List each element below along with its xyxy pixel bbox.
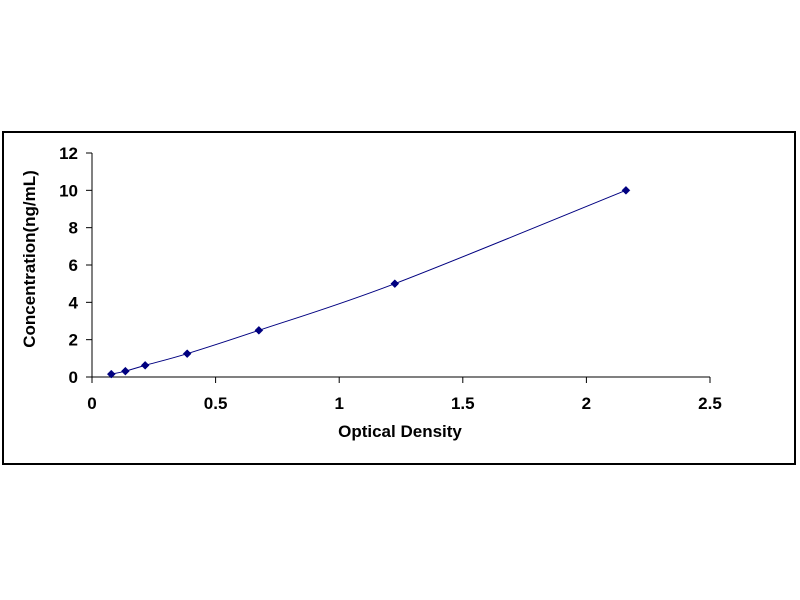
data-point <box>621 185 631 195</box>
x-tick-label: 1.5 <box>451 394 475 413</box>
x-tick-label: 0 <box>87 394 96 413</box>
y-tick-label: 8 <box>69 219 78 238</box>
data-point <box>182 349 192 359</box>
x-axis-title: Optical Density <box>338 422 462 441</box>
x-axis-ticks: 0 0.5 1 1.5 2 2.5 <box>87 377 722 413</box>
data-point <box>140 360 150 370</box>
x-tick-label: 2 <box>582 394 591 413</box>
y-tick-label: 6 <box>69 256 78 275</box>
data-points <box>106 185 631 379</box>
x-tick-label: 0.5 <box>204 394 228 413</box>
y-tick-label: 10 <box>59 181 78 200</box>
axes <box>91 153 710 378</box>
y-axis-title: Concentration(ng/mL) <box>20 170 39 348</box>
x-tick-label: 1 <box>334 394 343 413</box>
y-tick-label: 2 <box>69 331 78 350</box>
y-tick-label: 4 <box>69 293 79 312</box>
trend-line <box>111 189 627 375</box>
chart-frame <box>2 131 796 465</box>
data-point <box>390 279 400 289</box>
data-point <box>121 366 130 376</box>
x-tick-label: 2.5 <box>698 394 722 413</box>
data-point <box>254 325 264 335</box>
y-axis-ticks: 0 2 4 6 8 10 12 <box>59 144 92 387</box>
y-tick-label: 12 <box>59 144 78 163</box>
data-point <box>106 369 116 379</box>
y-tick-label: 0 <box>69 368 78 387</box>
